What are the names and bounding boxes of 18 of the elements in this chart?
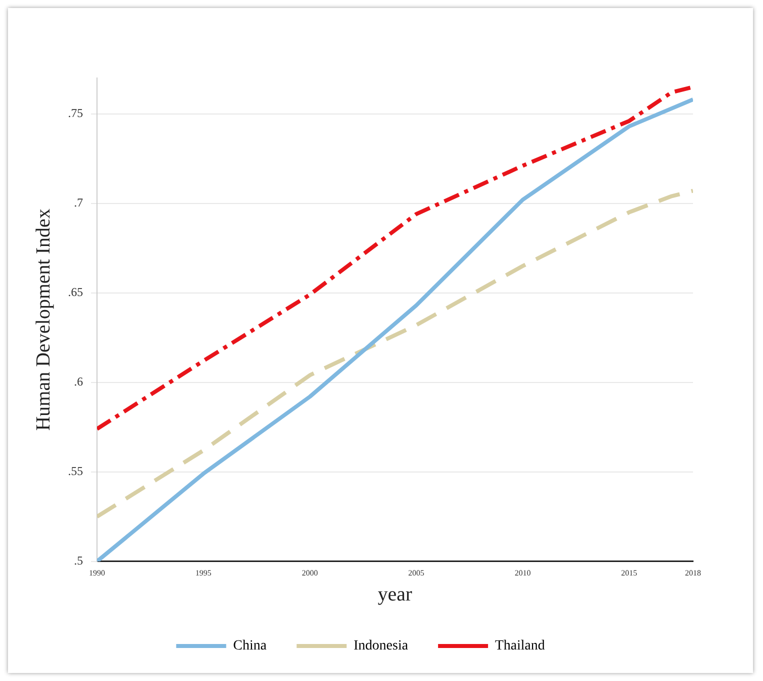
x-tick-label: 2018 — [685, 568, 701, 578]
y-tick-label: .5 — [74, 554, 83, 568]
x-tick-label: 1995 — [195, 568, 212, 578]
y-tick-label: .6 — [74, 374, 83, 389]
y-axis-title: Human Development Index — [32, 208, 54, 431]
legend-label: Thailand — [495, 638, 545, 654]
legend-label: Indonesia — [354, 638, 409, 654]
x-tick-label: 1990 — [89, 568, 105, 578]
x-tick-label: 2010 — [514, 568, 531, 578]
x-tick-label: 2015 — [621, 568, 638, 578]
x-tick-label: 2005 — [408, 568, 424, 578]
x-axis-title: year — [378, 583, 413, 606]
y-tick-label: .55 — [68, 464, 83, 478]
y-tick-label: .7 — [74, 195, 83, 210]
y-tick-label: .65 — [68, 285, 83, 299]
x-tick-label: 2000 — [302, 568, 318, 578]
y-tick-label: .75 — [68, 106, 83, 120]
legend-label: China — [233, 638, 268, 654]
